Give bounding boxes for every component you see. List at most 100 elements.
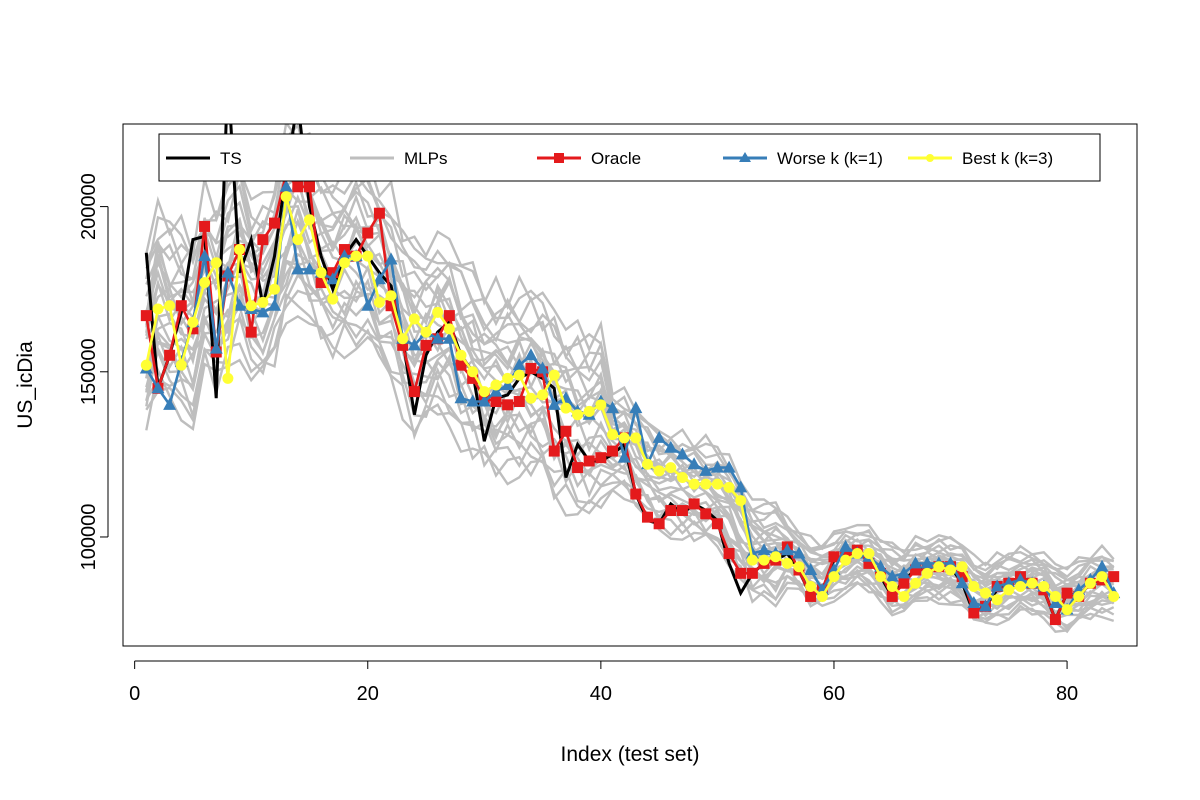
legend-marker-best-k-k-3 [926, 154, 934, 162]
oracle-point [910, 564, 922, 576]
y-axis-label: US_icDia [14, 341, 37, 429]
y-axis: 100000 150000 200000 [78, 173, 109, 570]
oracle-point [292, 181, 304, 193]
best-k-k-3-point [758, 554, 770, 566]
best-k-k-3-point [945, 564, 957, 576]
worse-k-k-1-point [745, 546, 759, 559]
best-k-k-3-point [1026, 577, 1038, 589]
oracle-point [245, 326, 257, 338]
legend-label-best-k-k-3: Best k (k=3) [962, 149, 1053, 168]
oracle-point [595, 452, 607, 464]
oracle-point [688, 498, 700, 510]
oracle-point [630, 488, 642, 500]
worse-k-k-1-point [699, 463, 713, 476]
worse-k-k-1-point [442, 331, 456, 344]
legend-marker-oracle [554, 153, 564, 163]
y-tick-label: 200000 [78, 173, 100, 240]
worse-k-k-1-point [944, 556, 958, 569]
best-k-k-3-point [886, 581, 898, 593]
oracle-point [665, 505, 677, 517]
best-k-k-3-point [234, 244, 246, 256]
worse-k-k-1-point [302, 262, 316, 275]
oracle-point [746, 567, 758, 579]
worse-k-k-1-point [652, 430, 666, 443]
oracle-point [362, 227, 374, 239]
best-k-k-3-point [175, 359, 187, 371]
worse-k-k-1-point [967, 596, 981, 609]
oracle-point [572, 462, 584, 474]
best-k-k-3-point [816, 590, 828, 602]
worse-k-k-1-point [547, 397, 561, 410]
worse-k-k-1-point [664, 440, 678, 453]
worse-k-k-1-point [163, 397, 177, 410]
oracle-point [1049, 614, 1061, 626]
worse-k-k-1-point [233, 298, 247, 311]
best-k-k-3-point [502, 372, 514, 384]
worse-k-k-1-point [710, 460, 724, 473]
oracle-point [513, 396, 525, 408]
best-k-k-3-point [478, 386, 490, 398]
oracle-point [303, 181, 315, 193]
worse-k-k-1-point [990, 579, 1004, 592]
best-k-k-3-point [1073, 590, 1085, 602]
best-k-k-3-point [315, 267, 327, 279]
best-k-k-3-point [362, 250, 374, 262]
series-group [139, 124, 1121, 626]
best-k-k-3-point [269, 283, 281, 295]
best-k-k-3-point [338, 257, 350, 269]
oracle-point [443, 310, 455, 322]
worse-k-k-1-point [209, 341, 223, 354]
best-k-k-3-point [968, 581, 980, 593]
best-k-k-3-point [280, 191, 292, 203]
oracle-point [653, 518, 665, 530]
best-k-k-3-point [793, 561, 805, 573]
legend: TS MLPs Oracle Worse k (k=1) Best k (k=3) [158, 133, 1101, 182]
oracle-point [711, 518, 723, 530]
best-k-k-3-point [898, 590, 910, 602]
worse-k-k-1-point [524, 348, 538, 361]
worse-k-k-1-point [722, 460, 736, 473]
oracle-point [467, 372, 479, 384]
oracle-point [199, 220, 211, 232]
oracle-point [385, 300, 397, 312]
worse-k-k-1-point [477, 394, 491, 407]
best-k-k-3-point [723, 481, 735, 493]
worse-k-k-1-point [361, 298, 375, 311]
mlp-line [145, 314, 1115, 633]
oracle-point [373, 207, 385, 219]
best-k-k-3-point [1003, 584, 1015, 596]
worse-k-k-1-point [372, 272, 386, 285]
oracle-point [735, 567, 747, 579]
mlp-line [145, 142, 1115, 579]
best-k-k-3-point [199, 277, 211, 289]
best-k-k-3-point [840, 554, 852, 566]
best-k-k-3-point [1108, 590, 1120, 602]
worse-k-k-1-point [780, 543, 794, 556]
best-k-k-3-point [956, 561, 968, 573]
worse-k-k-1-point [151, 381, 165, 394]
best-k-k-3-point [781, 557, 793, 569]
mlp-line [145, 258, 1114, 620]
oracle-point [408, 386, 420, 398]
best-k-k-3-point [991, 594, 1003, 606]
worse-k-k-1-point [629, 401, 643, 414]
legend-label-worse-k-k-1: Worse k (k=1) [777, 149, 883, 168]
oracle-point [607, 445, 619, 457]
best-k-k-3-point [1084, 577, 1096, 589]
best-k-k-3-point [443, 323, 455, 335]
best-k-k-3-point [257, 296, 269, 308]
oracle-point [140, 310, 152, 322]
worse-k-k-1-point [454, 391, 468, 404]
worse-k-k-1-point [291, 262, 305, 275]
best-k-k-3-point [805, 581, 817, 593]
best-k-k-3-point [618, 432, 630, 444]
best-k-k-3-point [222, 372, 234, 384]
best-k-k-3-point [140, 359, 152, 371]
worse-k-k-1-point [268, 298, 282, 311]
oracle-point [187, 323, 199, 335]
oracle-point [898, 577, 910, 589]
best-k-k-3-point [653, 465, 665, 477]
best-k-k-3-point [746, 554, 758, 566]
best-k-k-3-point [572, 409, 584, 421]
